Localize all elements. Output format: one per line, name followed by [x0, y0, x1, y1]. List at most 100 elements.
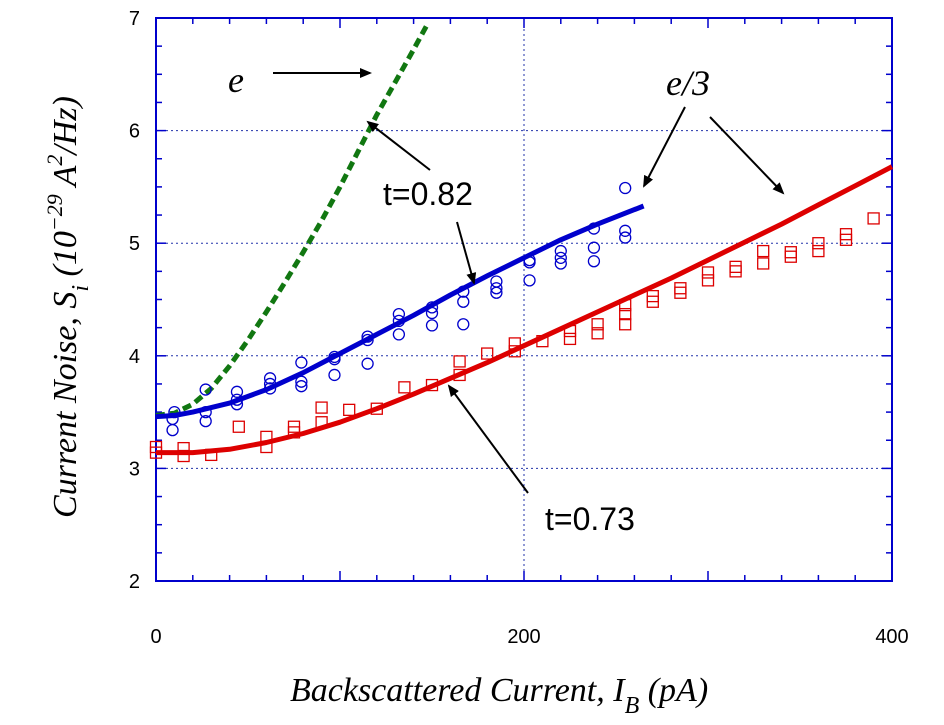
x-tick-label: 400 — [875, 626, 908, 648]
data-point-circle — [587, 222, 601, 235]
series-line — [155, 203, 645, 420]
data-point-circle — [199, 414, 212, 428]
data-point-circle — [230, 385, 244, 398]
data-point-circle — [457, 318, 470, 331]
data-point-circle — [392, 314, 406, 328]
data-point-circle — [328, 350, 341, 364]
data-point-circle — [199, 383, 212, 396]
data-point-square — [867, 212, 880, 225]
data-point-square — [232, 420, 245, 433]
arrow-e3-to-red — [709, 116, 785, 195]
data-point-circle — [328, 368, 341, 382]
data-point-circle — [587, 255, 601, 268]
data-point-square — [729, 260, 742, 273]
data-point-square — [563, 332, 577, 346]
y-axis-label: Current Noise, Si (10−29 A2/Hz) — [42, 96, 94, 518]
data-point-circle — [554, 251, 567, 264]
series-line — [156, 164, 894, 456]
data-point-square — [701, 266, 715, 279]
data-point-square — [784, 246, 797, 259]
data-point-square — [619, 318, 632, 331]
data-point-square — [453, 368, 466, 382]
data-point-circle — [263, 382, 277, 395]
data-point-circle — [295, 380, 308, 393]
data-point-square — [729, 265, 742, 278]
data-point-circle — [166, 412, 179, 426]
data-point-square — [177, 449, 190, 463]
data-point-circle — [457, 285, 470, 298]
data-point-circle — [263, 372, 277, 385]
y-tick-label: 6 — [129, 121, 140, 143]
x-tick-label: 200 — [507, 626, 540, 648]
y-tick-label: 7 — [129, 8, 140, 30]
series-line — [155, 24, 429, 418]
data-point-square — [646, 289, 659, 303]
data-point-circle — [392, 328, 406, 341]
data-point-square — [591, 327, 604, 340]
data-point-square — [508, 337, 521, 350]
annotation-t082: t=0.82 — [383, 176, 473, 212]
annotation-arrows — [273, 68, 785, 494]
data-point-square — [536, 335, 549, 348]
data-point-circle — [361, 330, 374, 343]
data-point-circle — [523, 274, 536, 287]
y-tick-label: 3 — [129, 458, 140, 480]
y-tick-label: 2 — [129, 571, 140, 593]
annotation-e: e — [228, 60, 244, 100]
data-point-square — [619, 298, 632, 312]
data-point-square — [398, 381, 411, 394]
data-point-square — [674, 282, 687, 295]
data-point-square — [784, 250, 797, 263]
data-point-circle — [168, 405, 181, 419]
data-point-square — [674, 286, 687, 299]
data-point-circle — [490, 282, 503, 295]
data-point-circle — [230, 393, 244, 406]
data-point-square — [481, 347, 494, 360]
data-point-circle — [554, 244, 567, 258]
data-point-square — [812, 237, 825, 250]
x-tick-label: 0 — [150, 626, 161, 648]
data-point-circle — [263, 377, 277, 391]
data-point-square — [508, 345, 521, 358]
data-point-circle — [199, 405, 212, 419]
plot-frame — [155, 17, 893, 582]
data-point-square — [205, 448, 218, 462]
data-point-square — [260, 430, 273, 444]
data-point-square — [619, 307, 632, 321]
data-point-square — [260, 440, 273, 454]
data-point-square — [591, 318, 604, 331]
data-point-circle — [457, 295, 470, 308]
data-point-circle — [425, 306, 439, 320]
data-point-circle — [295, 356, 308, 369]
data-point-square — [149, 440, 163, 454]
fit-lines — [155, 24, 894, 456]
data-point-square — [370, 402, 383, 415]
data-point-square — [343, 403, 356, 416]
data-point-square — [287, 420, 301, 433]
data-points — [149, 181, 880, 463]
data-point-square — [315, 401, 328, 414]
data-point-square — [177, 441, 190, 455]
data-point-square — [839, 228, 853, 241]
data-point-square — [701, 274, 715, 287]
annotation-e3: e/3 — [666, 63, 710, 103]
data-point-circle — [619, 231, 632, 244]
data-point-circle — [523, 253, 536, 267]
data-point-square — [757, 257, 770, 270]
data-point-circle — [361, 333, 374, 347]
data-point-square — [757, 244, 770, 258]
data-point-square — [315, 416, 328, 429]
data-point-circle — [166, 423, 179, 437]
data-point-square — [453, 355, 466, 368]
data-point-circle — [619, 181, 632, 195]
grid — [156, 18, 892, 581]
data-point-circle — [619, 224, 632, 237]
data-point-circle — [392, 307, 406, 321]
arrow-t082-to-e — [366, 120, 431, 171]
x-axis-label: Backscattered Current, IB (pA) — [290, 672, 708, 719]
arrow-e3-to-blue — [643, 106, 686, 188]
data-point-square — [563, 324, 577, 338]
tick-labels: 2 3 4 5 6 7 0 200 400 — [129, 8, 909, 648]
data-point-circle — [587, 241, 601, 254]
